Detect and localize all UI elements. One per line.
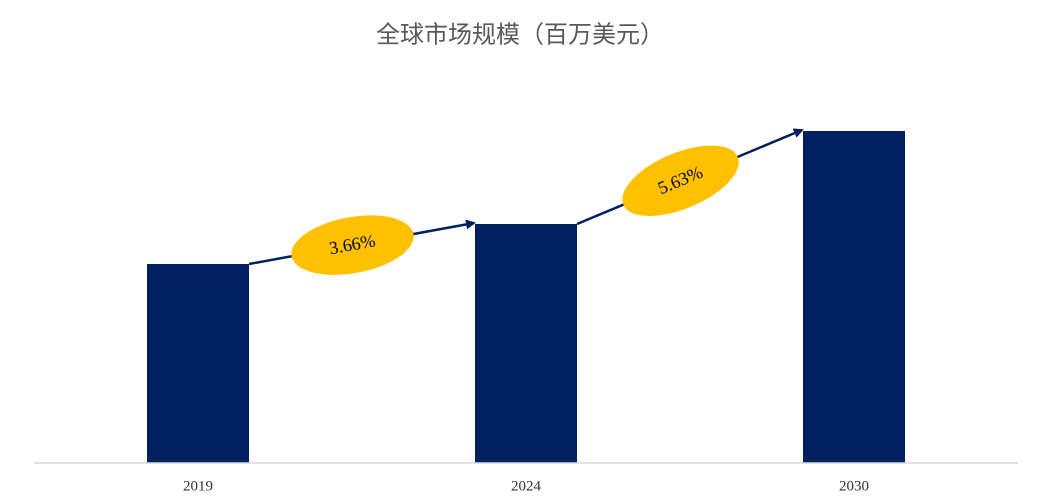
badge-ellipse [622,145,739,216]
growth-badge: 5.63% [622,145,739,216]
bar [475,224,577,463]
bar [803,131,905,463]
badge-ellipse [291,215,414,275]
x-tick-label: 2030 [839,478,869,494]
bar [147,264,249,463]
x-tick-label: 2024 [511,478,542,494]
chart-title: 全球市场规模（百万美元） [376,22,664,49]
x-tick-label: 2019 [183,478,213,494]
growth-badge: 3.66% [291,215,414,275]
